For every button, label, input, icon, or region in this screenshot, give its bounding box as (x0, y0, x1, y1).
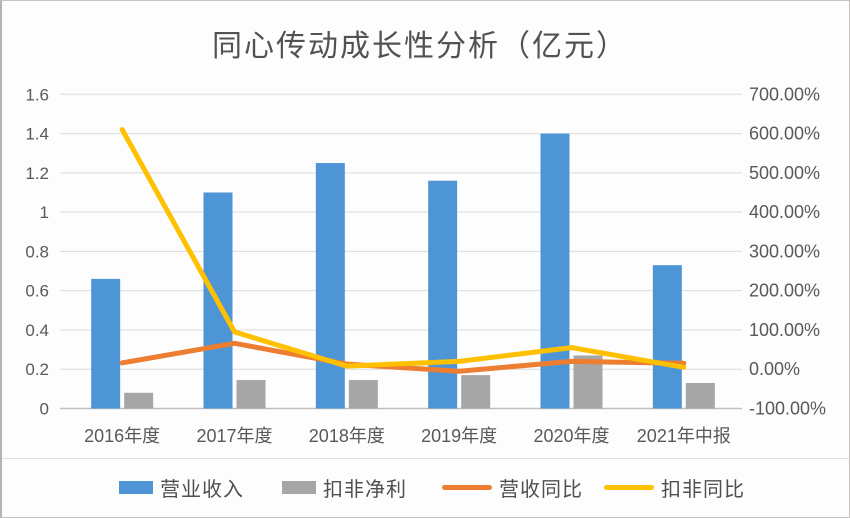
legend-swatch-deducted-yoy-line-icon (604, 484, 654, 490)
right-axis-tick-label: 100.00% (749, 320, 820, 340)
right-axis-tick-label: 600.00% (749, 124, 820, 144)
left-axis-tick-label: 0.4 (25, 321, 49, 340)
legend-item-revenue-yoy: 营收同比 (442, 473, 583, 501)
chart-title: 同心传动成长性分析（亿元） (212, 30, 628, 63)
bar-revenue-2021年中报 (652, 265, 682, 409)
legend-item-deducted-net-profit: 扣非净利 (282, 473, 407, 501)
left-axis-tick-label: 0 (40, 400, 49, 419)
chart-legend: 营业收入 扣非净利 营收同比 扣非同比 (2, 473, 849, 503)
bar-deducted-net-profit-2021年中报 (685, 382, 715, 409)
category-label: 2016年度 (84, 426, 160, 446)
left-axis-tick-label: 1.6 (25, 85, 49, 104)
left-axis-tick-label: 0.2 (25, 360, 49, 379)
bar-deducted-net-profit-2017年度 (236, 380, 266, 409)
left-axis-tick-label: 0.8 (25, 242, 49, 261)
left-axis-tick-label: 1.2 (25, 164, 49, 183)
right-axis-tick-label: 200.00% (749, 281, 820, 301)
legend-swatch-deducted-net-profit-bar-icon (282, 480, 316, 494)
line-revenue-yoy (119, 340, 687, 374)
legend-label-deducted-yoy: 扣非同比 (661, 478, 745, 501)
right-axis-tick-label: 700.00% (749, 84, 820, 104)
right-axis-tick-label: 0.00% (749, 359, 800, 379)
bar-revenue-2018年度 (315, 163, 345, 409)
right-axis-tick-label: 500.00% (749, 163, 820, 183)
category-label: 2019年度 (421, 426, 497, 446)
legend-swatch-revenue-bar-icon (119, 480, 153, 494)
bar-revenue-2016年度 (91, 278, 121, 409)
legend-label-revenue-yoy: 营收同比 (499, 478, 583, 501)
legend-item-revenue: 营业收入 (119, 473, 244, 501)
left-axis-tick-label: 1 (40, 203, 49, 222)
right-axis-tick-label: 400.00% (749, 202, 820, 222)
line-deducted-yoy (119, 127, 687, 370)
right-axis-tick-label: 300.00% (749, 241, 820, 261)
category-label: 2017年度 (196, 426, 272, 446)
category-label: 2018年度 (309, 426, 385, 446)
right-axis-tick-label: -100.00% (749, 399, 826, 419)
bar-deducted-net-profit-2018年度 (348, 380, 378, 409)
left-axis-tick-label: 1.4 (25, 125, 49, 144)
bar-deducted-net-profit-2016年度 (124, 392, 154, 409)
legend-label-deducted-net-profit: 扣非净利 (323, 478, 407, 501)
bar-deducted-net-profit-2019年度 (461, 375, 491, 409)
bar-revenue-2020年度 (540, 133, 570, 409)
legend-swatch-revenue-yoy-line-icon (442, 484, 492, 490)
category-label: 2021年中报 (637, 426, 731, 446)
bar-revenue-2019年度 (428, 180, 458, 409)
separator-line (2, 458, 849, 459)
legend-item-deducted-yoy: 扣非同比 (604, 473, 745, 501)
category-label: 2020年度 (533, 426, 609, 446)
legend-label-revenue: 营业收入 (160, 478, 244, 501)
left-axis-tick-label: 0.6 (25, 282, 49, 301)
growth-analysis-chart: 0 0.2 0.4 0.6 0.8 1 1.2 1.4 1.6 -100.00% 0.00% 100.… (25, 84, 826, 446)
